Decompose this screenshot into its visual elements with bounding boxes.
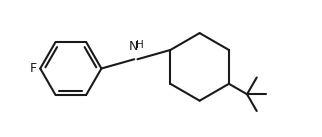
Text: H: H [136,40,144,50]
Text: N: N [128,40,138,53]
Text: F: F [29,62,36,75]
